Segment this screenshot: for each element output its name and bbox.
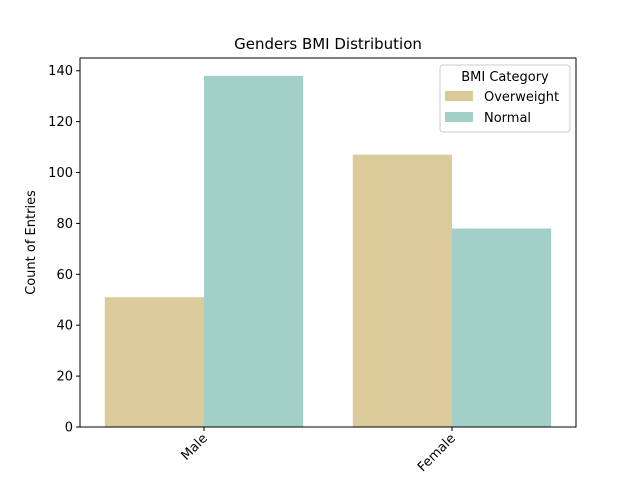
legend-label-normal: Normal bbox=[484, 111, 531, 126]
bar-female-overweight bbox=[352, 154, 452, 428]
y-tick-label: 120 bbox=[48, 115, 73, 130]
y-tick-label: 140 bbox=[48, 64, 73, 79]
y-axis-label: Count of Entries bbox=[24, 190, 39, 295]
y-tick-label: 40 bbox=[56, 319, 73, 334]
bar-male-normal bbox=[204, 75, 304, 428]
y-tick-label: 100 bbox=[48, 166, 73, 181]
x-tick-label-male: Male bbox=[178, 431, 210, 463]
legend: BMI Category Overweight Normal bbox=[439, 64, 571, 133]
bars-layer bbox=[104, 75, 552, 428]
y-axis: 0 20 40 60 80 100 120 140 bbox=[48, 64, 80, 436]
y-tick-label: 20 bbox=[56, 370, 73, 385]
plot-frame bbox=[79, 57, 577, 428]
bar-male-overweight bbox=[104, 297, 204, 427]
bar-female-normal bbox=[452, 228, 552, 427]
y-tick-label: 60 bbox=[56, 268, 73, 283]
y-tick-label: 0 bbox=[65, 421, 73, 436]
chart-title: Genders BMI Distribution bbox=[234, 35, 422, 53]
legend-items: Overweight Normal bbox=[445, 90, 559, 126]
x-axis: Male Female bbox=[178, 427, 459, 475]
legend-label-overweight: Overweight bbox=[484, 90, 559, 105]
y-tick-label: 80 bbox=[56, 217, 73, 232]
legend-swatch-normal bbox=[445, 112, 473, 122]
x-tick-label-female: Female bbox=[415, 431, 459, 475]
legend-swatch-overweight bbox=[445, 91, 473, 101]
legend-title: BMI Category bbox=[461, 70, 549, 85]
